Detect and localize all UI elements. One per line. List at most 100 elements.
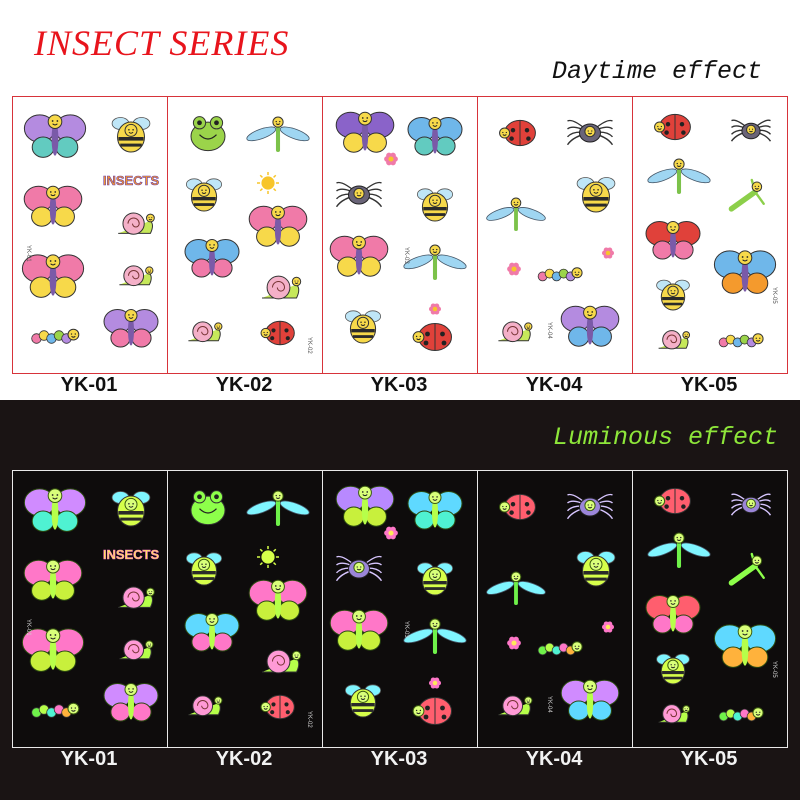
snail-sticker-icon: [262, 649, 302, 674]
butterfly-sticker-icon: [103, 309, 159, 348]
spider-sticker-icon: [566, 493, 614, 520]
mantis-sticker-icon: [728, 178, 765, 212]
daytime-sheet-row: INSECTS YK-01 YK-02 YK-03 YK-04 YK-05: [12, 96, 788, 374]
sheet-yk-02-day: YK-02: [168, 97, 323, 373]
sheet-code-stamp: YK-04: [546, 322, 552, 339]
sheet-yk-01-day: INSECTS YK-01: [13, 97, 168, 373]
luminous-section: Luminous effect INSECTS YK-01 YK-02 YK-03…: [0, 400, 800, 800]
sticker-artwork: YK-05: [645, 487, 777, 724]
caterpillar-sticker-icon: [718, 707, 764, 722]
snail-sticker-icon: [658, 330, 691, 350]
snail-sticker-icon: [119, 639, 154, 661]
sheet-label-yk-02-luminous: YK-02: [215, 748, 273, 770]
bee-sticker-icon: [344, 310, 382, 344]
butterfly-sticker-icon: [645, 221, 701, 260]
ladybug-sticker-icon: [499, 119, 536, 147]
dragonfly-sticker-icon: [647, 158, 711, 194]
ladybug-sticker-icon: [412, 697, 452, 725]
spider-sticker-icon: [335, 555, 383, 582]
daytime-section: INSECT SERIES Daytime effect INSECTS YK-0…: [12, 23, 788, 396]
bee-sticker-icon: [656, 653, 690, 685]
butterfly-sticker-icon: [184, 239, 240, 278]
ladybug-sticker-icon: [412, 323, 452, 351]
spider-sticker-icon: [730, 119, 772, 142]
caterpillar-sticker-icon: [718, 333, 764, 348]
butterfly-sticker-icon: [335, 111, 395, 153]
bee-sticker-icon: [576, 177, 616, 213]
dragonfly-sticker-icon: [647, 532, 711, 568]
sheet-label-yk-03: YK-03: [370, 374, 428, 396]
sticker-artwork: YK-04: [486, 119, 620, 347]
ladybug-sticker-icon: [654, 113, 691, 141]
butterfly-sticker-icon: [184, 613, 240, 652]
sheet-code-stamp: YK-02: [306, 337, 312, 354]
sheet-yk-03-day: YK-03: [323, 97, 478, 373]
butterfly-sticker-icon: [23, 559, 83, 601]
luminous-sheet-row: INSECTS YK-01 YK-02 YK-03 YK-04 YK-05: [12, 470, 788, 748]
butterfly-sticker-icon: [407, 117, 463, 156]
butterfly-sticker-icon: [21, 628, 85, 672]
butterfly-sticker-icon: [713, 624, 777, 668]
butterfly-sticker-icon: [23, 488, 87, 532]
caterpillar-sticker-icon: [31, 328, 80, 344]
butterfly-sticker-icon: [248, 205, 308, 247]
bee-sticker-icon: [111, 117, 151, 153]
bee-sticker-icon: [576, 551, 616, 587]
caterpillar-sticker-icon: [31, 702, 80, 718]
dragonfly-sticker-icon: [246, 490, 310, 526]
bee-sticker-icon: [416, 188, 454, 222]
butterfly-sticker-icon: [248, 579, 308, 621]
snail-sticker-icon: [118, 212, 155, 235]
butterfly-sticker-icon: [645, 595, 701, 634]
bee-sticker-icon: [185, 178, 223, 212]
caterpillar-sticker-icon: [537, 641, 583, 656]
bee-sticker-icon: [344, 684, 382, 718]
ladybug-sticker-icon: [260, 694, 295, 720]
sheet-yk-05-day: YK-05: [633, 97, 787, 373]
butterfly-sticker-icon: [407, 491, 463, 530]
butterfly-sticker-icon: [23, 114, 87, 158]
insects-word-sticker: INSECTS: [103, 173, 160, 188]
dragonfly-sticker-icon: [403, 618, 467, 654]
butterfly-sticker-icon: [329, 235, 389, 277]
spider-sticker-icon: [335, 181, 383, 208]
sticker-artwork: YK-04: [486, 493, 620, 721]
flower-sticker-icon: [507, 262, 521, 276]
ladybug-sticker-icon: [499, 493, 536, 521]
dragonfly-sticker-icon: [246, 116, 310, 152]
butterfly-sticker-icon: [560, 679, 620, 721]
snail-sticker-icon: [262, 275, 302, 300]
word-sticker-icon: INSECTS: [103, 547, 160, 563]
snail-sticker-icon: [188, 321, 223, 343]
sheet-label-yk-02: YK-02: [215, 374, 273, 396]
bee-sticker-icon: [185, 552, 223, 586]
sheet-label-yk-03-luminous: YK-03: [370, 748, 428, 770]
frog-sticker-icon: [190, 490, 226, 526]
series-title: INSECT SERIES: [34, 23, 290, 63]
sheet-code-stamp: YK-05: [771, 287, 777, 304]
flower-sticker-icon: [384, 152, 398, 166]
sticker-artwork: YK-02: [184, 490, 312, 728]
sheet-code-stamp: YK-01: [25, 245, 31, 262]
butterfly-sticker-icon: [560, 305, 620, 347]
daytime-effect-title: Daytime effect: [551, 57, 762, 86]
sheet-code-stamp: YK-01: [25, 619, 31, 636]
ladybug-sticker-icon: [260, 320, 295, 346]
flower-sticker-icon: [507, 636, 521, 650]
sheet-yk-01-luminous: INSECTS YK-01: [13, 471, 168, 747]
sticker-artwork: YK-03: [329, 111, 467, 351]
sheet-yk-02-luminous: YK-02: [168, 471, 323, 747]
snail-sticker-icon: [119, 265, 154, 287]
spider-sticker-icon: [730, 493, 772, 516]
sticker-artwork: YK-02: [184, 116, 312, 354]
word-sticker-icon: INSECTS: [103, 173, 160, 189]
sticker-artwork: INSECTS YK-01: [21, 114, 160, 348]
butterfly-sticker-icon: [329, 609, 389, 651]
butterfly-sticker-icon: [713, 250, 777, 294]
dragonfly-sticker-icon: [403, 244, 467, 280]
spider-sticker-icon: [566, 119, 614, 146]
butterfly-sticker-icon: [21, 254, 85, 298]
insects-word-sticker: INSECTS: [103, 547, 160, 562]
butterfly-sticker-icon: [103, 683, 159, 722]
sheet-label-yk-01: YK-01: [60, 374, 118, 396]
